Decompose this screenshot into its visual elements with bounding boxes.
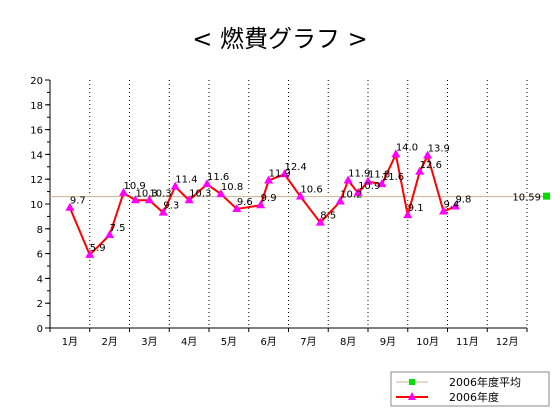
average-marker [543, 192, 550, 200]
data-label: 9.6 [237, 197, 253, 208]
data-label: 9.9 [261, 193, 277, 204]
x-tick-label: 1月 [62, 336, 78, 348]
data-label: 14.0 [396, 142, 418, 153]
y-tick-label: 18 [30, 101, 43, 112]
legend-main-marker [408, 392, 416, 400]
legend-box [390, 371, 550, 407]
data-label: 11.6 [207, 172, 229, 183]
data-point [232, 203, 242, 212]
data-point [85, 249, 95, 258]
data-point [343, 175, 353, 184]
data-point [184, 195, 194, 204]
x-tick-label: 4月 [181, 336, 197, 348]
average-value-label: 10.59 [512, 193, 541, 204]
data-point [377, 179, 387, 188]
data-point [335, 196, 345, 205]
x-tick-label: 6月 [260, 336, 276, 348]
y-tick-label: 10 [30, 200, 43, 211]
y-tick-label: 20 [30, 76, 43, 87]
data-point [216, 189, 226, 198]
y-tick-label: 4 [37, 274, 43, 285]
legend-main-label: 2006年度 [449, 390, 499, 404]
axes: 0 2 4 6 8 10 12 14 16 18 20 1月 2月 3月 4月 5月 6月 7月 8月 9月 10月 11… [30, 76, 528, 348]
data-point [450, 201, 460, 210]
fuel-line [68, 151, 456, 257]
data-label: 9.4 [444, 199, 460, 210]
data-label: 9.8 [455, 194, 471, 205]
y-tick-label: 0 [37, 324, 43, 335]
data-label: 13.9 [428, 144, 450, 155]
data-label: 7.5 [110, 223, 126, 234]
data-label: 9.7 [70, 196, 86, 207]
legend: 2006年度平均 2006年度 [390, 371, 550, 407]
data-point [353, 187, 363, 196]
data-point [256, 200, 266, 209]
x-tick-label: 5月 [221, 336, 237, 348]
data-label: 10.2 [340, 190, 362, 201]
data-labels: 9.75.97.510.910.310.39.311.410.311.610.8… [70, 142, 471, 253]
x-tick-label: 2月 [101, 336, 117, 348]
data-point [423, 150, 433, 159]
data-label: 5.9 [90, 243, 106, 254]
data-label: 10.8 [221, 182, 243, 193]
data-label: 10.3 [135, 188, 157, 199]
data-label: 10.9 [358, 181, 380, 192]
data-label: 12.4 [285, 162, 307, 173]
data-point [144, 195, 154, 204]
y-tick-label: 14 [30, 150, 43, 161]
data-label: 11.9 [269, 168, 291, 179]
data-point [439, 206, 449, 215]
legend-avg-label: 2006年度平均 [449, 375, 521, 389]
data-point [415, 166, 425, 175]
x-tick-label: 3月 [141, 336, 157, 348]
data-label: 11.4 [175, 175, 197, 186]
data-point [403, 210, 413, 219]
data-point [315, 217, 325, 226]
data-label: 9.3 [163, 201, 179, 212]
data-point [119, 187, 129, 196]
data-label: 11.6 [382, 172, 404, 183]
data-point [202, 179, 212, 188]
y-tick-label: 8 [37, 225, 43, 236]
data-point [65, 202, 75, 211]
data-label: 12.6 [420, 160, 442, 171]
data-label: 10.3 [149, 188, 171, 199]
x-tick-label: 8月 [340, 336, 356, 348]
data-point [158, 207, 168, 216]
data-label: 10.9 [124, 181, 146, 192]
data-label: 8.5 [320, 211, 336, 222]
y-tick-label: 16 [30, 126, 43, 137]
data-label: 10.3 [189, 188, 211, 199]
gridlines [89, 80, 528, 328]
data-point [105, 230, 115, 238]
data-point [280, 169, 290, 178]
y-tick-label: 2 [37, 299, 43, 310]
x-tick-label: 12月 [496, 336, 519, 348]
data-point [264, 175, 274, 184]
data-point [363, 176, 373, 185]
y-tick-label: 12 [30, 175, 43, 186]
data-label: 11.9 [348, 168, 370, 179]
y-tick-label: 6 [37, 250, 43, 261]
data-label: 11.8 [368, 170, 390, 181]
x-tick-label: 11月 [456, 336, 479, 348]
data-label: 10.6 [300, 185, 322, 196]
data-point [295, 191, 305, 200]
x-tick-label: 9月 [380, 336, 396, 348]
x-tick-label: 10月 [416, 336, 439, 348]
chart-title: < 燃費グラフ > [192, 25, 367, 53]
fuel-series [65, 149, 460, 258]
data-point [391, 149, 401, 158]
legend-avg-marker [409, 379, 415, 385]
data-point [170, 181, 180, 190]
x-tick-label: 7月 [300, 336, 316, 348]
data-point [130, 195, 140, 204]
data-label: 9.1 [408, 203, 424, 214]
